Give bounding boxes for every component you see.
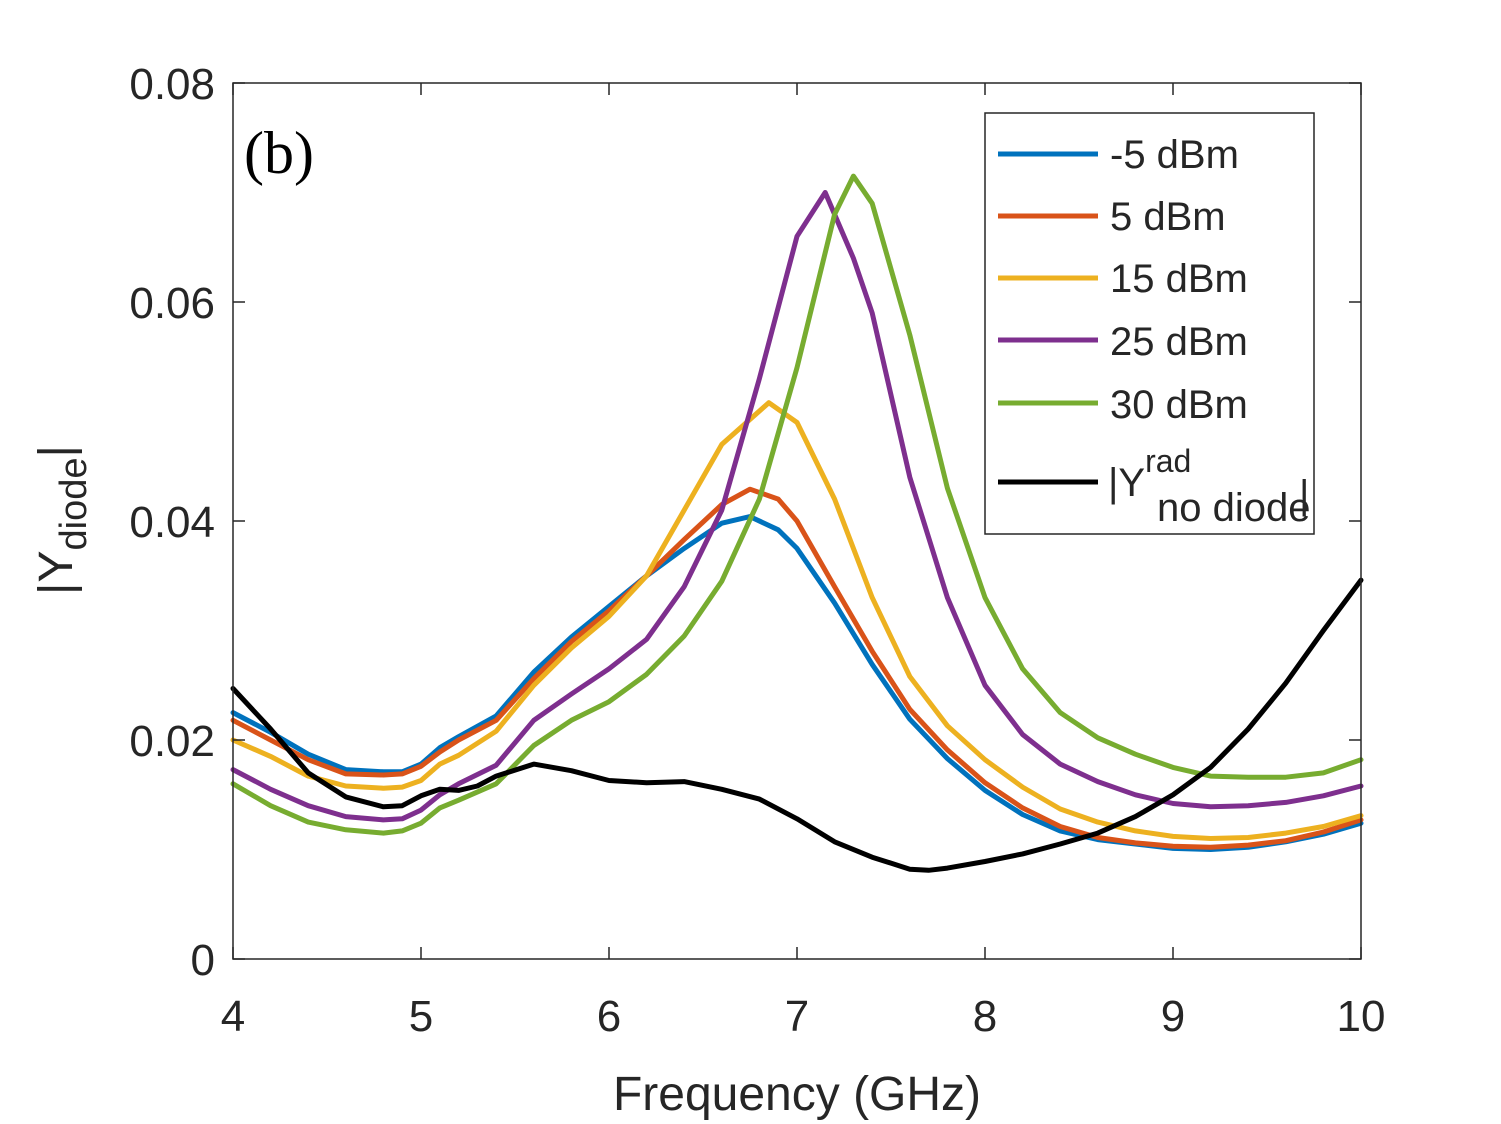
y-axis-title-end: | xyxy=(30,445,83,457)
legend-label-yrad-post: | xyxy=(1299,473,1309,517)
y-tick-label: 0 xyxy=(191,936,215,985)
x-tick-label: 7 xyxy=(785,992,809,1041)
series-line-5 xyxy=(230,577,1364,873)
x-tick-label: 8 xyxy=(973,992,997,1041)
legend-label-5dbm: 5 dBm xyxy=(1110,195,1226,239)
x-axis-title: Frequency (GHz) xyxy=(613,1068,981,1121)
legend-label-minus5dbm: -5 dBm xyxy=(1110,133,1239,177)
series-line-2 xyxy=(230,400,1364,841)
axes: 4 5 6 7 8 9 10 0 0.02 0.04 0.06 0.08 xyxy=(129,60,1385,1041)
legend: -5 dBm 5 dBm 15 dBm 25 dBm 30 dBm |Yrad … xyxy=(984,112,1315,535)
series-line-3 xyxy=(230,190,1364,823)
legend-label-yrad-sub: no diode xyxy=(1157,486,1310,530)
y-tick-label: 0.06 xyxy=(129,279,215,328)
x-tick-label: 9 xyxy=(1161,992,1185,1041)
y-tick-label: 0.04 xyxy=(129,498,215,547)
legend-label-yrad-pre: |Y xyxy=(1108,461,1145,505)
x-tick-label: 10 xyxy=(1337,992,1386,1041)
x-tick-label: 4 xyxy=(221,992,245,1041)
plot-lines xyxy=(230,173,1364,873)
legend-box xyxy=(984,112,1315,535)
legend-label-yrad: |Yrad xyxy=(1108,443,1191,505)
y-tick-label: 0.02 xyxy=(129,717,215,766)
series-line-1 xyxy=(230,486,1364,850)
y-tick-label: 0.08 xyxy=(129,60,215,109)
series-line-4 xyxy=(230,173,1364,836)
y-axis-title-main: |Y xyxy=(30,550,83,594)
panel-label: (b) xyxy=(244,120,314,186)
legend-label-25dbm: 25 dBm xyxy=(1110,320,1248,364)
y-axis-title: |Ydiode| xyxy=(30,445,95,595)
legend-label-15dbm: 15 dBm xyxy=(1110,257,1248,301)
legend-label-30dbm: 30 dBm xyxy=(1110,383,1248,427)
x-tick-label: 5 xyxy=(409,992,433,1041)
y-axis-title-sub: diode xyxy=(53,458,95,551)
legend-label-yrad-sup: rad xyxy=(1145,443,1191,479)
legend-lines xyxy=(998,151,1098,485)
x-tick-label: 6 xyxy=(597,992,621,1041)
